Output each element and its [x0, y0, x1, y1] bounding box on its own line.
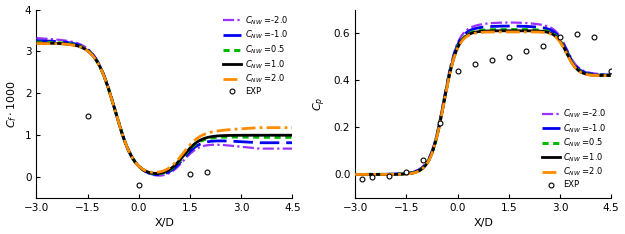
Legend: $C_{NW}$ =-2.0, $C_{NW}$ =-1.0, $C_{NW}$ =0.5, $C_{NW}$ =1.0, $C_{NW}$ =2.0, EXP: $C_{NW}$ =-2.0, $C_{NW}$ =-1.0, $C_{NW}$…: [539, 105, 609, 192]
Y-axis label: $C_p$: $C_p$: [312, 97, 328, 111]
X-axis label: X/D: X/D: [473, 219, 493, 228]
Y-axis label: $C_f \cdot 1000$: $C_f \cdot 1000$: [6, 80, 19, 128]
Legend: $C_{NW}$ =-2.0, $C_{NW}$ =-1.0, $C_{NW}$ =0.5, $C_{NW}$ =1.0, $C_{NW}$ =2.0, EXP: $C_{NW}$ =-2.0, $C_{NW}$ =-1.0, $C_{NW}$…: [221, 12, 291, 99]
X-axis label: X/D: X/D: [154, 219, 174, 228]
